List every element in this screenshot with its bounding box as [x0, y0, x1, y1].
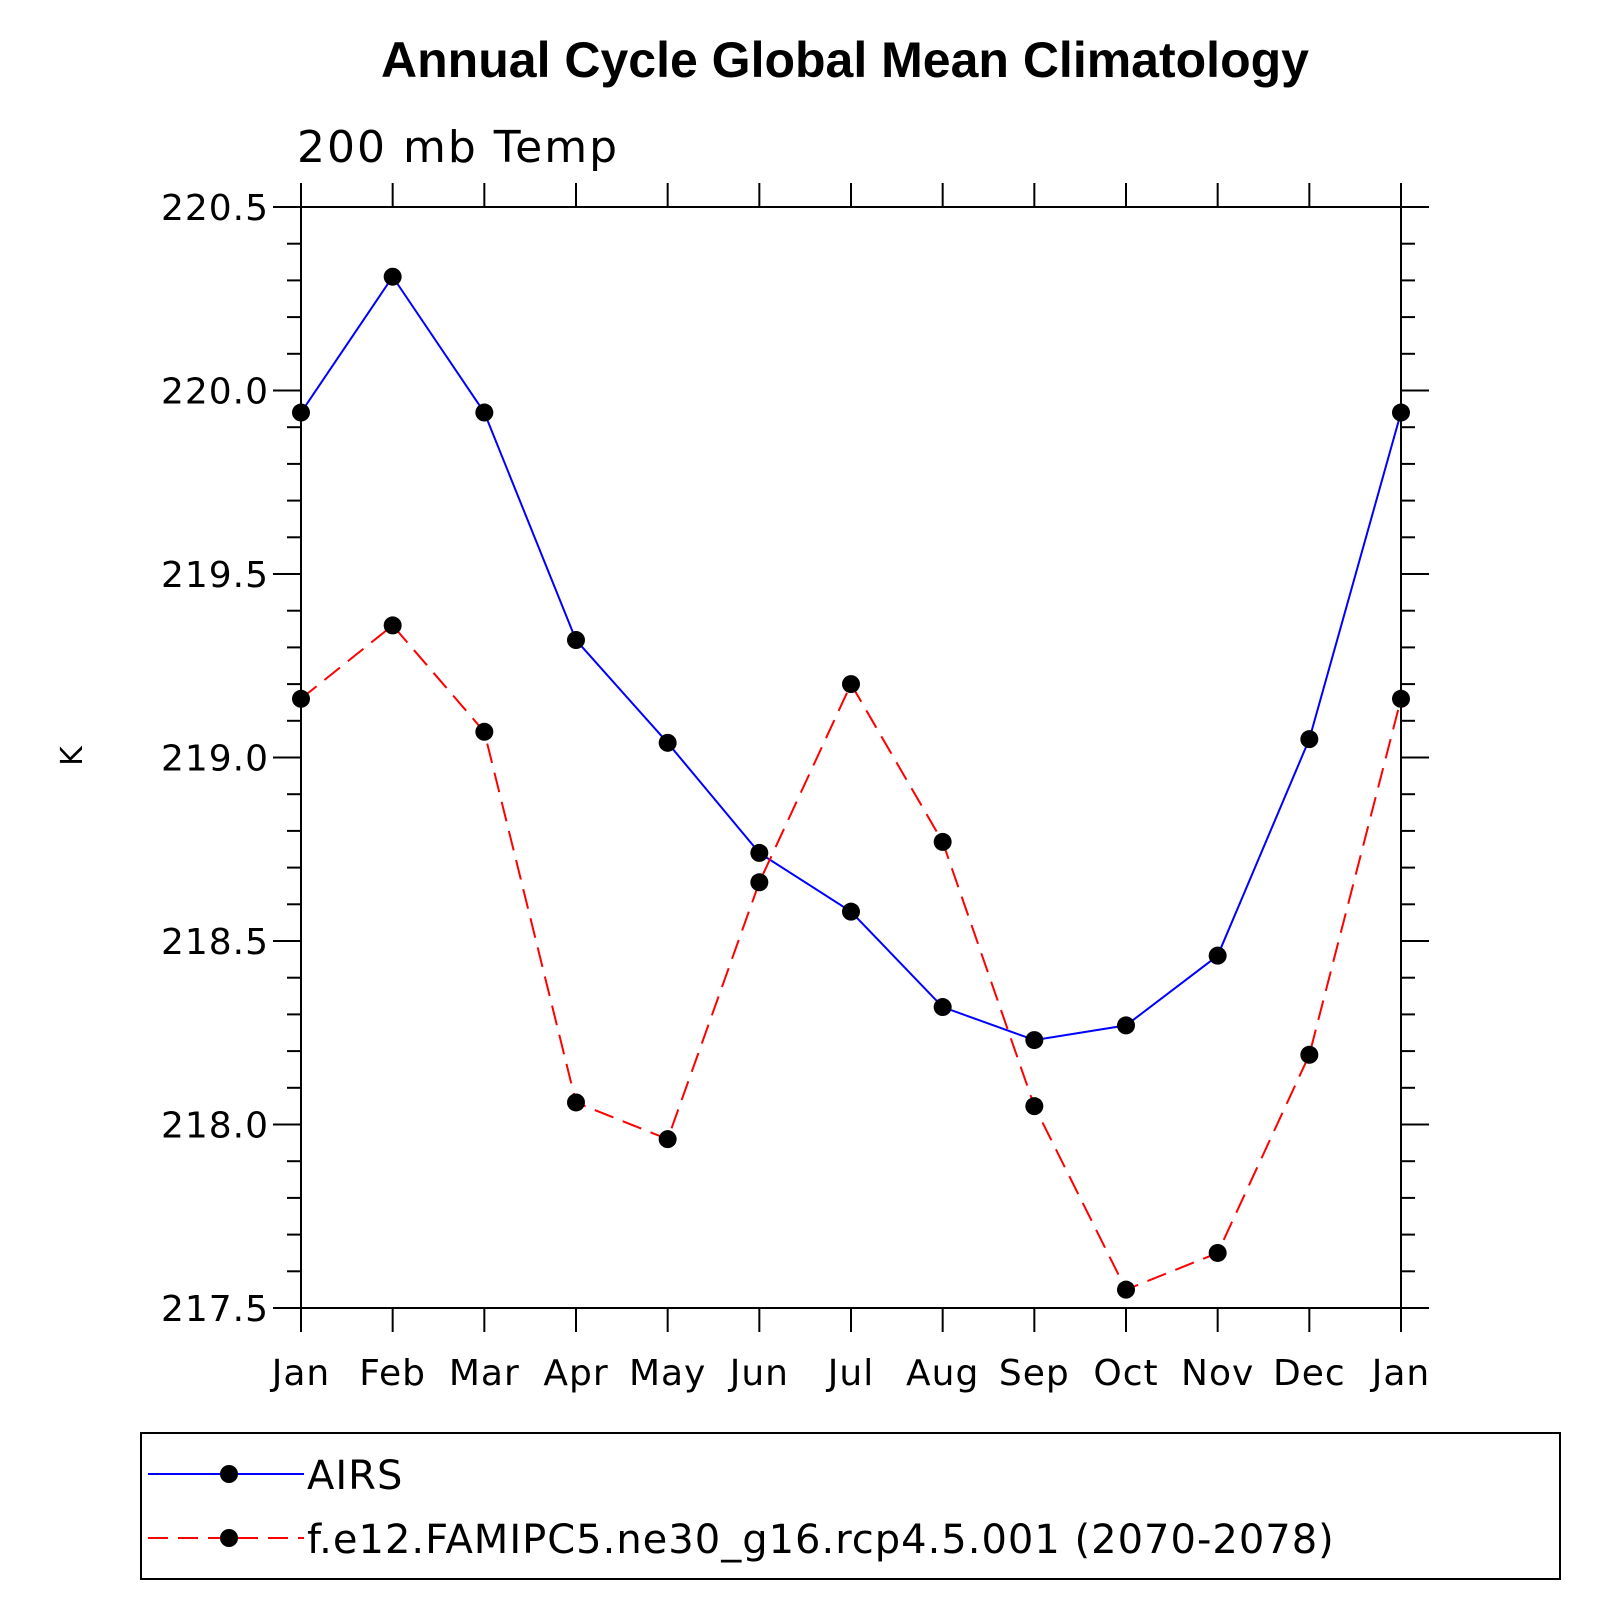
data-point-series-1: [842, 675, 860, 694]
legend-label-airs: AIRS: [307, 1453, 403, 1499]
data-point-series-0: [1392, 403, 1410, 422]
data-point-series-0: [933, 998, 952, 1017]
data-point-series-0: [1208, 946, 1227, 965]
data-point-series-1: [933, 832, 952, 851]
data-point-series-0: [750, 843, 769, 862]
series-layer: [292, 267, 1410, 1299]
legend-box: [140, 1432, 1561, 1580]
data-point-series-0: [842, 902, 860, 921]
x-tick-label: May: [629, 1353, 706, 1394]
y-axis-label: K: [55, 745, 90, 766]
y-tick-label: 220.5: [161, 188, 269, 229]
x-tick-label: Sep: [999, 1353, 1070, 1394]
data-point-series-0: [658, 733, 677, 752]
y-tick-labels: 217.5 218.0 218.5 219.0 219.5 220.0 220.5: [161, 188, 269, 1330]
legend-marker-airs: [220, 1465, 238, 1483]
data-point-series-1: [1208, 1243, 1227, 1262]
legend-label-model: f.e12.FAMIPC5.ne30_g16.rcp4.5.001 (2070-…: [307, 1517, 1335, 1563]
axes: [273, 183, 1429, 1332]
data-point-series-1: [475, 722, 494, 741]
x-tick-label: Nov: [1181, 1353, 1254, 1394]
plot-frame: [300, 206, 1402, 1309]
data-point-series-0: [292, 403, 310, 422]
x-tick-label: Jan: [1370, 1353, 1431, 1394]
data-point-series-0: [475, 403, 494, 422]
data-point-series-1: [292, 689, 310, 708]
series-line-1: [300, 623, 1402, 1291]
data-point-series-1: [1392, 689, 1410, 708]
series-line-0: [300, 274, 1402, 1042]
x-tick-label: Feb: [359, 1353, 426, 1394]
chart-title: Annual Cycle Global Mean Climatology: [381, 32, 1309, 88]
y-tick-label: 219.0: [161, 739, 269, 780]
data-point-series-0: [1025, 1031, 1044, 1050]
data-point-series-1: [1117, 1280, 1135, 1299]
x-tick-labels: Jan Feb Mar Apr May Jun Jul Aug Sep Oct Nov Dec Jan: [270, 1353, 1431, 1394]
x-tick-label: Mar: [449, 1353, 520, 1394]
chart-subtitle: 200 mb Temp: [297, 122, 619, 173]
data-point-series-0: [1300, 730, 1319, 749]
data-point-series-1: [750, 873, 769, 892]
data-point-series-1: [383, 616, 402, 635]
data-point-series-1: [658, 1130, 677, 1149]
y-tick-label: 218.0: [161, 1106, 269, 1147]
data-point-series-0: [1117, 1016, 1135, 1035]
x-tick-label: Aug: [906, 1353, 979, 1394]
data-point-series-1: [1025, 1097, 1044, 1116]
y-tick-label: 219.5: [161, 555, 269, 596]
y-tick-label: 220.0: [161, 372, 269, 413]
x-tick-label: Oct: [1093, 1353, 1158, 1394]
x-tick-label: Dec: [1273, 1353, 1346, 1394]
data-point-series-1: [567, 1093, 585, 1112]
x-tick-label: Jul: [826, 1353, 874, 1394]
legend: AIRS f.e12.FAMIPC5.ne30_g16.rcp4.5.001 (…: [140, 1432, 1561, 1580]
x-tick-label: Jun: [728, 1353, 789, 1394]
x-tick-label: Jan: [270, 1353, 331, 1394]
x-tick-label: Apr: [543, 1353, 608, 1394]
data-point-series-0: [567, 631, 585, 650]
legend-marker-model: [220, 1529, 238, 1547]
data-point-series-0: [383, 267, 402, 286]
y-tick-label: 217.5: [161, 1289, 269, 1330]
y-tick-label: 218.5: [161, 922, 269, 963]
data-point-series-1: [1300, 1045, 1319, 1064]
